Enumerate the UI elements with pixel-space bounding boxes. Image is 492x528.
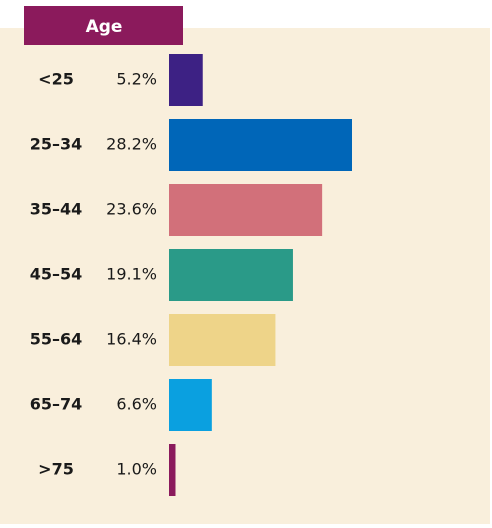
category-label: 55–64 (30, 330, 83, 349)
value-label: 19.1% (106, 265, 157, 284)
value-label: 1.0% (116, 460, 157, 479)
bar (169, 379, 212, 431)
category-label: 45–54 (30, 265, 83, 284)
value-label: 5.2% (116, 70, 157, 89)
bar (169, 119, 352, 171)
chart-title: Age (86, 17, 123, 37)
category-label: 25–34 (30, 135, 83, 154)
bar (169, 314, 276, 366)
category-label: <25 (38, 70, 74, 89)
category-label: >75 (38, 460, 74, 479)
value-label: 28.2% (106, 135, 157, 154)
bar (169, 249, 293, 301)
category-label: 35–44 (30, 200, 83, 219)
header-box (24, 6, 183, 45)
value-label: 23.6% (106, 200, 157, 219)
category-label: 65–74 (30, 395, 83, 414)
value-label: 6.6% (116, 395, 157, 414)
bar (169, 54, 203, 106)
bar (169, 444, 176, 496)
value-label: 16.4% (106, 330, 157, 349)
bar (169, 184, 323, 236)
